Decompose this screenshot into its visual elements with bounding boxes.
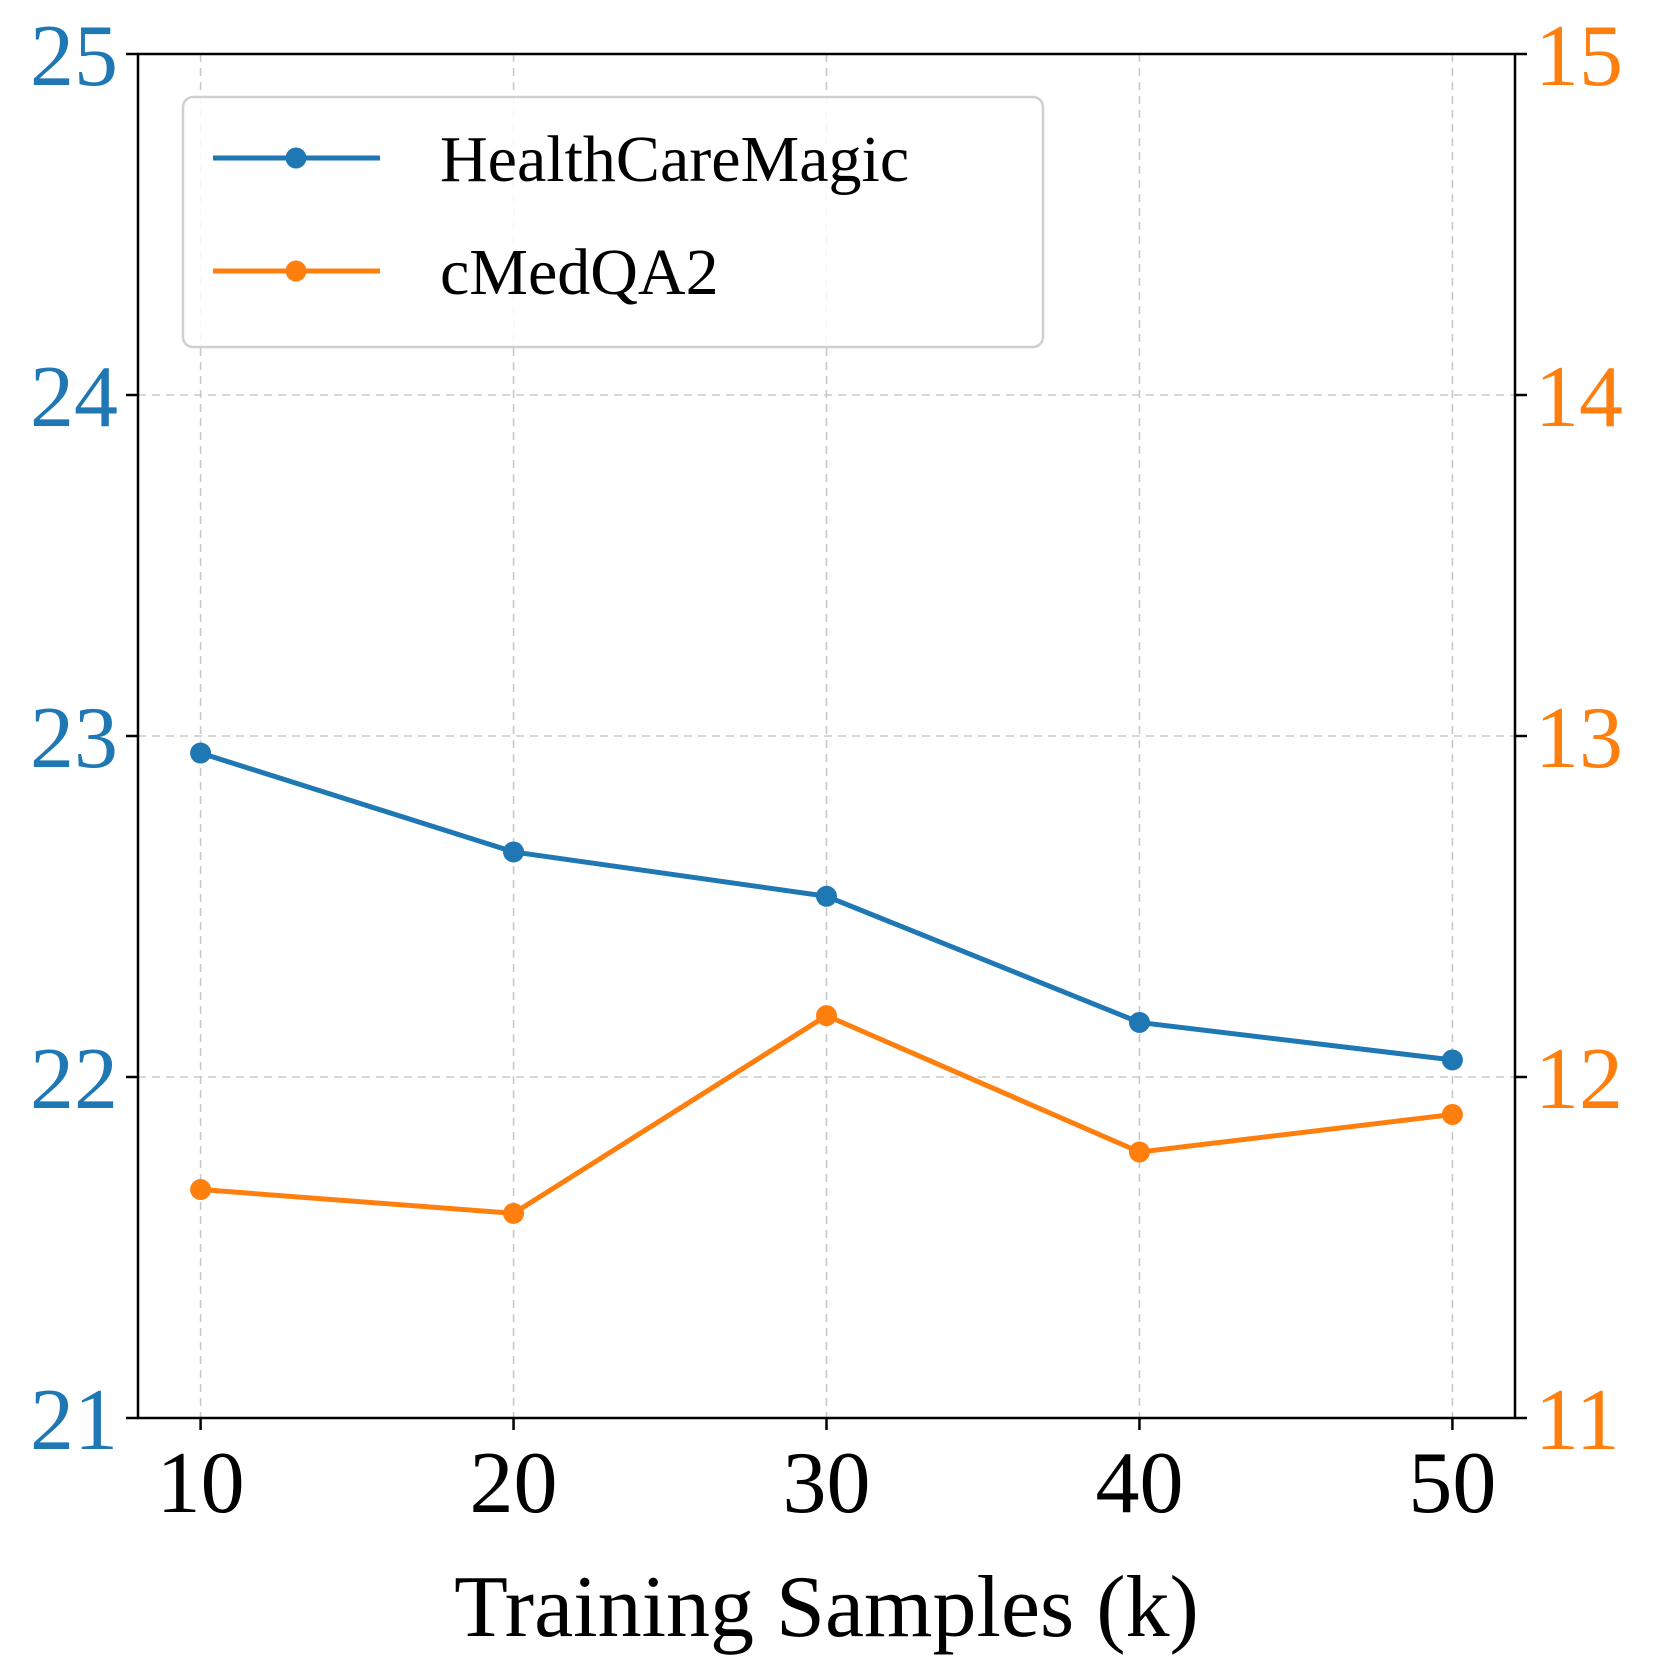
y-right-tick-label: 14 [1535, 349, 1623, 446]
y-right-tick-label: 11 [1535, 1372, 1620, 1469]
y-left-tick-label: 22 [30, 1031, 118, 1128]
data-point-healthcaremagic [1128, 1011, 1150, 1033]
x-tick-label: 30 [783, 1435, 871, 1532]
legend-marker-healthcaremagic [285, 147, 307, 169]
data-point-cmedqa2 [1441, 1104, 1463, 1126]
x-tick-label: 50 [1408, 1435, 1496, 1532]
data-point-healthcaremagic [816, 885, 837, 907]
y-right-tick-label: 15 [1535, 8, 1623, 105]
x-axis-title: Training Samples (k) [454, 1559, 1199, 1656]
series-layer [190, 742, 1463, 1224]
data-point-cmedqa2 [1128, 1141, 1150, 1163]
legend: HealthCareMagic cMedQA2 [181, 95, 1045, 349]
y-left-tick-label: 25 [30, 8, 118, 105]
x-tick-label: 40 [1095, 1435, 1183, 1532]
data-point-healthcaremagic [190, 742, 212, 764]
series-line-cmedqa2 [200, 1013, 1453, 1216]
legend-box [181, 95, 1045, 349]
legend-label-healthcaremagic: HealthCareMagic [440, 123, 909, 196]
data-point-cmedqa2 [503, 1202, 525, 1224]
y-left-tick-label: 21 [30, 1372, 118, 1469]
x-tick-label: 10 [157, 1435, 245, 1532]
data-point-cmedqa2 [816, 1005, 837, 1027]
x-tick-label: 20 [470, 1435, 558, 1532]
data-point-healthcaremagic [1441, 1049, 1463, 1071]
y-right-tick-label: 13 [1535, 690, 1623, 787]
y-left-tick-label: 23 [30, 690, 118, 787]
legend-label-cmedqa2: cMedQA2 [440, 236, 719, 309]
y-right-tick-label: 12 [1535, 1031, 1623, 1128]
data-point-cmedqa2 [190, 1179, 212, 1201]
data-point-healthcaremagic [503, 841, 525, 863]
axis-ticks: 10 20 30 40 50 21 22 23 24 25 11 12 13 14 15 [30, 8, 1623, 1532]
legend-marker-cmedqa2 [285, 260, 307, 282]
y-left-tick-label: 24 [30, 349, 118, 446]
